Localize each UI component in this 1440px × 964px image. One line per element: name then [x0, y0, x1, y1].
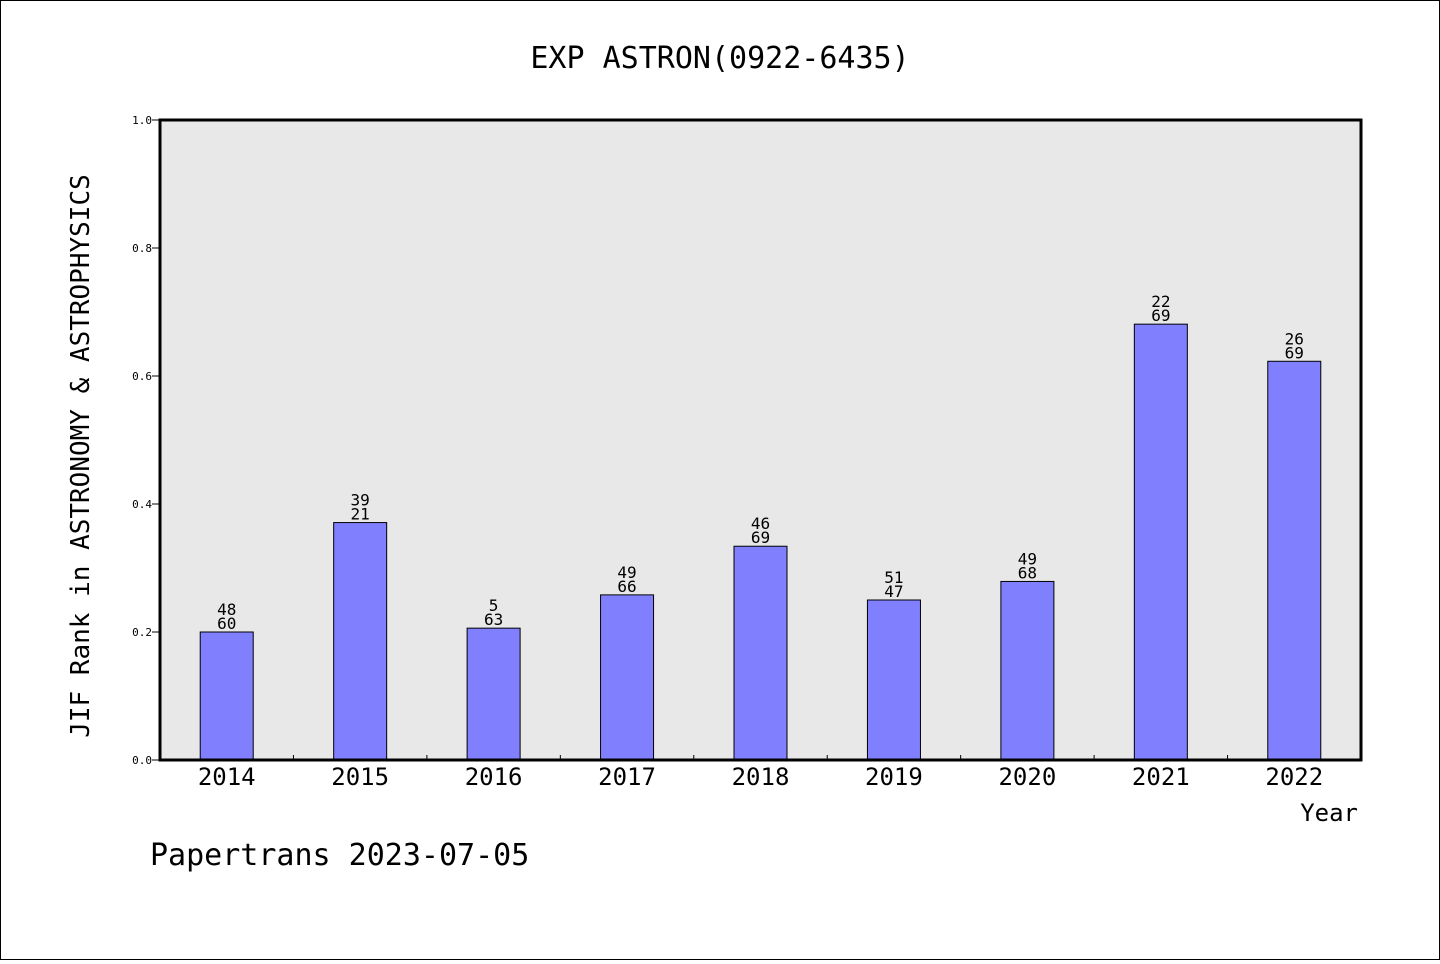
- bar-label-top-2017: 49: [617, 563, 636, 582]
- x-tick-label-2016: 2016: [465, 763, 523, 791]
- bar-2016: [466, 627, 521, 761]
- y-tick-label-0.6: 0.6: [132, 370, 152, 383]
- y-axis-label: JIF Rank in ASTRONOMY & ASTROPHYSICS: [66, 174, 96, 738]
- bar-label-top-2022: 26: [1285, 329, 1304, 348]
- chart-title: EXP ASTRON(0922-6435): [530, 41, 909, 76]
- bar-label-top-2021: 22: [1151, 292, 1170, 311]
- bar-label-top-2019: 51: [884, 568, 903, 587]
- x-tick-label-2022: 2022: [1265, 763, 1323, 791]
- x-axis-ticks: 2014 2015 2016 2017 2018 2019 2020 2021 2022: [198, 755, 1323, 791]
- bar-label-bottom-2014: 60: [217, 614, 236, 633]
- bar-label-bottom-2015: 21: [351, 505, 370, 524]
- bar-label-top-2015: 39: [351, 491, 370, 510]
- bar-2014: [199, 631, 254, 761]
- x-tick-label-2020: 2020: [998, 763, 1056, 791]
- x-tick-label-2014: 2014: [198, 763, 256, 791]
- x-tick-label-2019: 2019: [865, 763, 923, 791]
- y-tick-label-0.2: 0.2: [132, 626, 152, 639]
- bar-label-top-2020: 49: [1018, 549, 1037, 568]
- x-axis-label: Year: [1300, 799, 1358, 827]
- bar-2017: [600, 594, 655, 761]
- bar-2020: [1000, 580, 1055, 761]
- y-tick-label-0.8: 0.8: [132, 242, 152, 255]
- bar-label-bottom-2017: 66: [617, 577, 636, 596]
- bar-2021: [1133, 323, 1188, 761]
- x-tick-label-2017: 2017: [598, 763, 656, 791]
- bar-label-bottom-2022: 69: [1285, 343, 1304, 362]
- bar-label-bottom-2018: 69: [751, 528, 770, 547]
- bar-2022: [1267, 360, 1322, 761]
- bar-label-top-2018: 46: [751, 514, 770, 533]
- bar-2019: [866, 599, 921, 761]
- footer-text: Papertrans 2023-07-05: [150, 838, 529, 873]
- bar-label-bottom-2019: 47: [884, 582, 903, 601]
- x-tick-label-2021: 2021: [1132, 763, 1190, 791]
- bar-label-top-2014: 48: [217, 600, 236, 619]
- bar-2018: [733, 545, 788, 761]
- x-tick-label-2018: 2018: [732, 763, 790, 791]
- y-tick-label-0.0: 0.0: [132, 754, 152, 767]
- y-tick-label-1.0: 1.0: [132, 114, 152, 127]
- y-axis-ticks: 0.0 0.2 0.4 0.6 0.8 1.0: [132, 114, 160, 767]
- x-tick-label-2015: 2015: [331, 763, 389, 791]
- y-tick-label-0.4: 0.4: [132, 498, 152, 511]
- bar-label-bottom-2021: 69: [1151, 306, 1170, 325]
- bar-2015: [333, 522, 388, 761]
- bar-label-bottom-2020: 68: [1018, 563, 1037, 582]
- plot-border: [158, 118, 1363, 762]
- bar-label-top-2016: 5: [489, 596, 499, 615]
- bar-label-bottom-2016: 63: [484, 610, 503, 629]
